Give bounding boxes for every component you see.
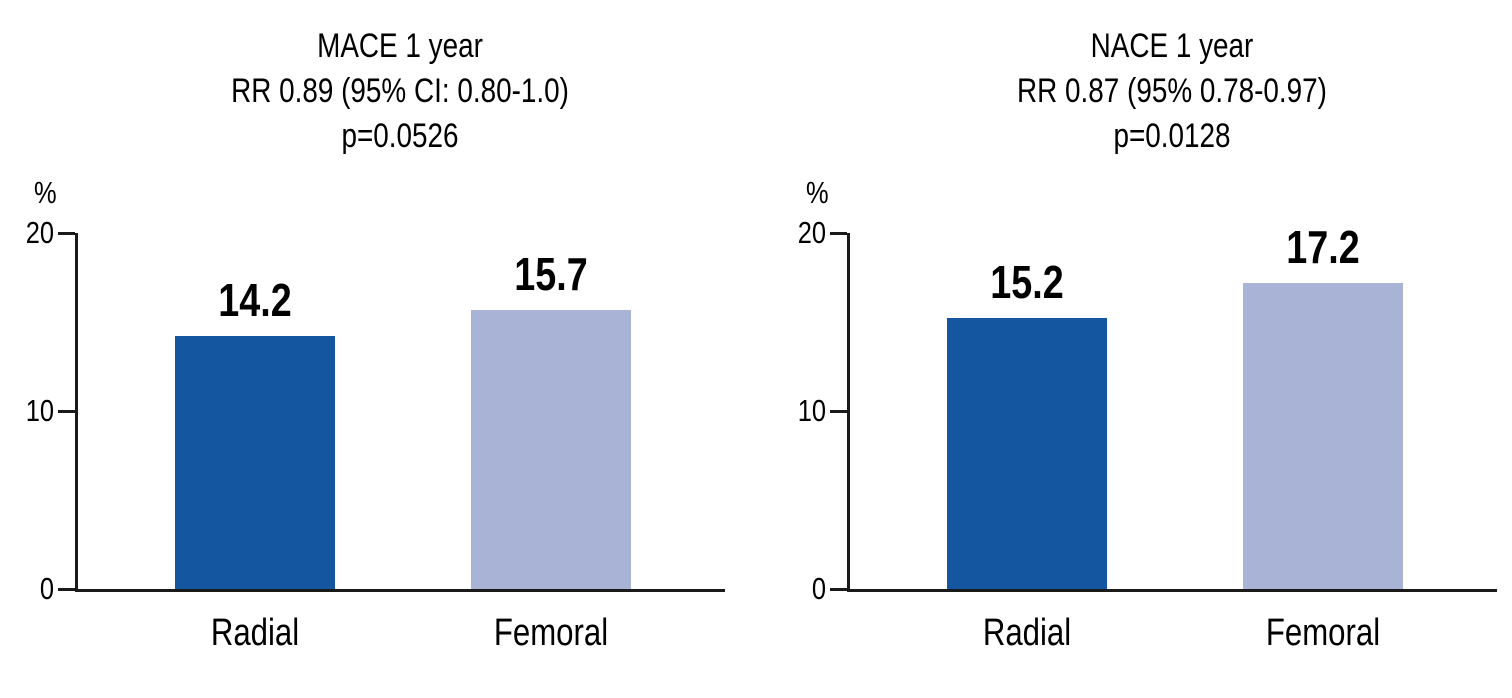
y-axis-tick-mark — [58, 410, 75, 413]
bar-chart-panel: MACE 1 year RR 0.89 (95% CI: 0.80-1.0) p… — [25, 24, 725, 654]
y-axis-unit-label: % — [806, 175, 829, 210]
bar-value-label: 17.2 — [1286, 220, 1360, 273]
chart-p-value: p=0.0526 — [341, 117, 459, 155]
bar-value-label: 15.2 — [990, 256, 1064, 309]
y-axis-tick-mark — [830, 588, 847, 591]
y-axis-unit-label: % — [34, 175, 57, 210]
bar-chart-panel: NACE 1 year RR 0.87 (95% 0.78-0.97) p=0.… — [772, 0, 1512, 698]
y-axis-tick-label: 20 — [25, 215, 54, 250]
bar-radial — [947, 318, 1107, 589]
bar-femoral — [471, 309, 631, 589]
x-axis-category-label: Radial — [210, 612, 300, 654]
y-axis-tick-label: 0 — [811, 571, 826, 606]
x-axis-category-label: Femoral — [493, 612, 609, 654]
chart-title: MACE 1 year — [317, 27, 483, 65]
bar-value-label: 14.2 — [218, 274, 292, 327]
chart-title-block: NACE 1 year RR 0.87 (95% 0.78-0.97) p=0.… — [847, 24, 1497, 159]
y-axis-line — [847, 233, 850, 592]
y-axis-tick-label: 10 — [25, 393, 54, 428]
y-axis-line — [75, 233, 78, 592]
x-axis-line — [847, 589, 1497, 592]
bar-value-label: 15.7 — [514, 247, 588, 300]
y-axis-tick-mark — [830, 410, 847, 413]
y-axis-tick-mark — [58, 588, 75, 591]
x-axis-category-label: Femoral — [1265, 612, 1381, 654]
y-axis-tick-mark — [830, 232, 847, 235]
chart-title-block: MACE 1 year RR 0.89 (95% CI: 0.80-1.0) p… — [75, 24, 725, 159]
y-axis-tick-label: 20 — [797, 215, 826, 250]
y-axis-tick-label: 10 — [797, 393, 826, 428]
x-axis-category-label: Radial — [982, 612, 1072, 654]
chart-subtitle-rr: RR 0.89 (95% CI: 0.80-1.0) — [231, 72, 569, 110]
chart-subtitle-rr: RR 0.87 (95% 0.78-0.97) — [1017, 72, 1327, 110]
bar-femoral — [1243, 282, 1403, 589]
chart-p-value: p=0.0128 — [1113, 117, 1231, 155]
y-axis-tick-mark — [58, 232, 75, 235]
bar-radial — [175, 336, 335, 589]
y-axis-tick-label: 0 — [39, 571, 54, 606]
chart-title: NACE 1 year — [1090, 27, 1254, 65]
x-axis-line — [75, 589, 725, 592]
